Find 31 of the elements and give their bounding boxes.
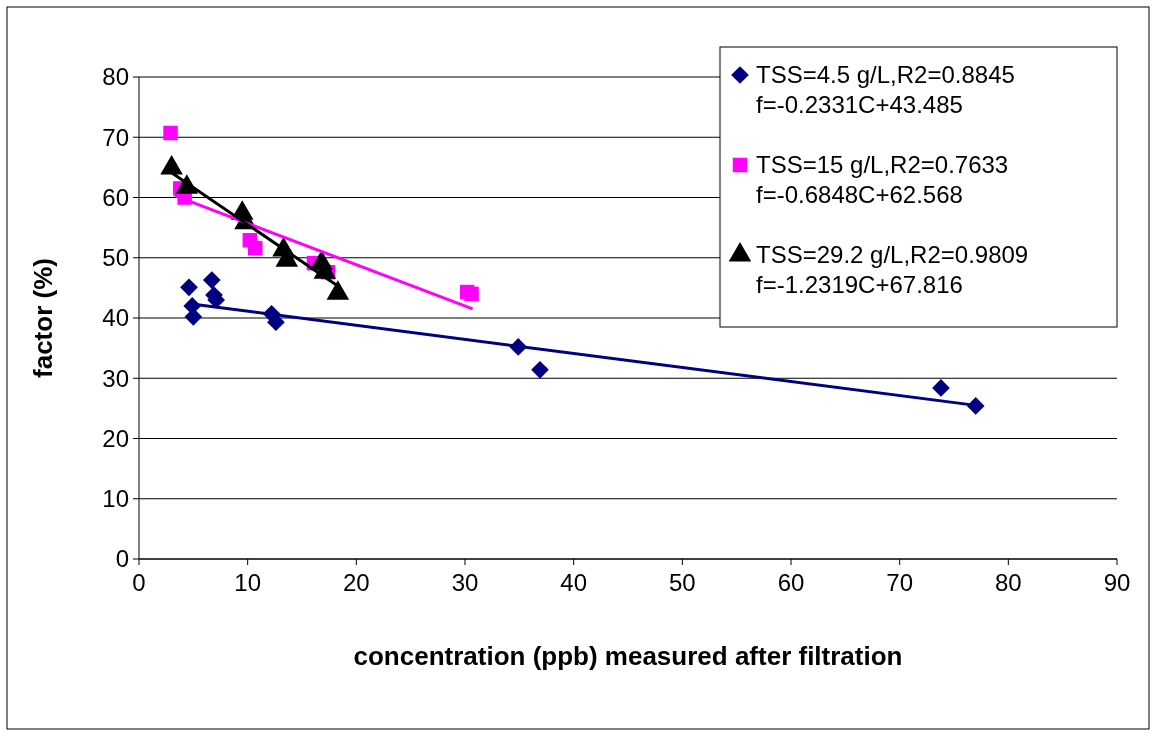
x-tick-label: 60 — [777, 569, 805, 596]
point — [248, 240, 263, 256]
point — [163, 125, 178, 141]
x-tick-label: 10 — [234, 569, 262, 596]
x-axis-title: concentration (ppb) measured after filtration — [353, 641, 903, 671]
y-tick-label: 10 — [102, 485, 129, 513]
y-axis-title: factor (%) — [28, 258, 58, 378]
x-tick-label: 90 — [1103, 569, 1131, 596]
x-tick-label: 30 — [451, 569, 479, 596]
y-tick-label: 40 — [102, 304, 129, 332]
y-tick-label: 20 — [102, 424, 129, 452]
y-tick-label: 0 — [115, 545, 129, 573]
point — [180, 278, 198, 297]
x-tick-label: 50 — [668, 569, 696, 596]
x-tick-label: 80 — [994, 569, 1022, 596]
point — [202, 271, 221, 289]
x-tick-label: 40 — [560, 569, 588, 596]
x-tick-label: 70 — [886, 569, 914, 596]
y-tick-label: 70 — [102, 123, 129, 151]
point — [531, 360, 549, 379]
point — [464, 286, 479, 302]
point — [932, 379, 950, 397]
legend-label: TSS=29.2 g/L,R2=0.9809 f=-1.2319C+67.816 — [756, 241, 1029, 298]
y-tick-label: 50 — [102, 244, 129, 272]
x-tick-label: 20 — [342, 569, 370, 596]
legend-label: TSS=15 g/L,R2=0.7633 f=-0.6848C+62.568 — [756, 151, 1009, 208]
legend-label: TSS=4.5 g/L,R2=0.8845 f=-0.2331C+43.485 — [756, 61, 1015, 118]
y-tick-label: 30 — [102, 364, 129, 392]
x-tick-label: 0 — [132, 569, 146, 596]
y-tick-label: 60 — [102, 183, 129, 211]
y-tick-label: 80 — [102, 63, 129, 91]
